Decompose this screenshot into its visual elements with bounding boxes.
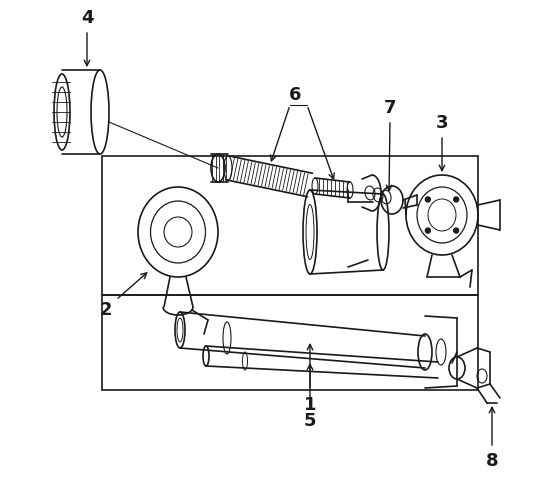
Text: 7: 7 bbox=[384, 99, 396, 117]
Text: 2: 2 bbox=[100, 301, 112, 319]
Circle shape bbox=[425, 228, 430, 233]
Text: 8: 8 bbox=[486, 452, 498, 470]
Text: 6: 6 bbox=[289, 86, 301, 104]
Text: 1: 1 bbox=[304, 396, 316, 414]
Text: 4: 4 bbox=[81, 9, 93, 27]
Circle shape bbox=[454, 228, 459, 233]
Text: 5: 5 bbox=[304, 412, 316, 430]
Circle shape bbox=[454, 197, 459, 202]
Text: 3: 3 bbox=[436, 114, 448, 132]
Circle shape bbox=[425, 197, 430, 202]
